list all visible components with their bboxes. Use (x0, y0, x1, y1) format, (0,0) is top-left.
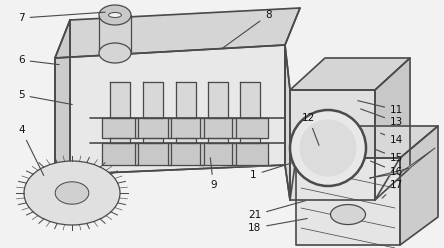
Text: 21: 21 (248, 201, 305, 220)
Polygon shape (208, 82, 228, 118)
Polygon shape (135, 118, 171, 138)
Polygon shape (168, 143, 204, 165)
Polygon shape (200, 118, 236, 138)
Text: 9: 9 (210, 158, 217, 190)
Polygon shape (135, 143, 171, 165)
Text: 13: 13 (361, 109, 403, 127)
Text: 11: 11 (358, 101, 403, 115)
Polygon shape (55, 45, 285, 175)
Polygon shape (55, 20, 70, 185)
Polygon shape (110, 138, 130, 143)
Text: 1: 1 (250, 163, 292, 180)
Polygon shape (232, 118, 268, 138)
Text: 15: 15 (375, 149, 403, 163)
Ellipse shape (99, 43, 131, 63)
Polygon shape (102, 118, 138, 138)
Polygon shape (110, 82, 130, 118)
Polygon shape (208, 138, 228, 143)
Polygon shape (176, 138, 196, 143)
Text: 17: 17 (382, 180, 403, 198)
Polygon shape (240, 82, 260, 118)
Polygon shape (375, 58, 410, 200)
Ellipse shape (55, 182, 89, 204)
Polygon shape (143, 82, 163, 118)
Polygon shape (296, 158, 400, 245)
Polygon shape (232, 143, 268, 165)
Text: 5: 5 (18, 90, 72, 104)
Text: 4: 4 (18, 125, 44, 176)
Polygon shape (143, 138, 163, 143)
Polygon shape (370, 148, 435, 178)
Polygon shape (285, 45, 290, 200)
Text: 16: 16 (371, 161, 403, 177)
Polygon shape (240, 138, 260, 143)
Ellipse shape (99, 5, 131, 25)
Polygon shape (176, 82, 196, 118)
Polygon shape (102, 143, 138, 165)
Ellipse shape (290, 110, 366, 186)
Ellipse shape (109, 12, 121, 18)
Polygon shape (168, 118, 204, 138)
Polygon shape (200, 143, 236, 165)
Ellipse shape (300, 120, 357, 177)
Polygon shape (400, 126, 438, 245)
Polygon shape (296, 126, 438, 158)
Polygon shape (290, 58, 410, 90)
Text: 18: 18 (248, 218, 307, 233)
Ellipse shape (24, 161, 120, 225)
Text: 8: 8 (222, 10, 272, 48)
Text: 6: 6 (18, 55, 59, 65)
Text: 12: 12 (302, 113, 319, 145)
Polygon shape (55, 8, 300, 58)
Ellipse shape (330, 205, 365, 224)
Text: 14: 14 (381, 133, 403, 145)
Text: 7: 7 (18, 12, 105, 23)
Polygon shape (290, 90, 375, 200)
